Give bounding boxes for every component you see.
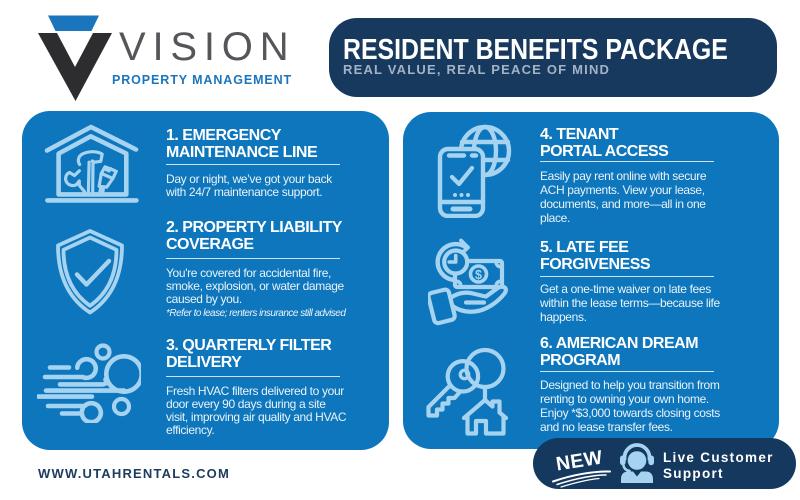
svg-text:$: $ [475, 268, 482, 282]
